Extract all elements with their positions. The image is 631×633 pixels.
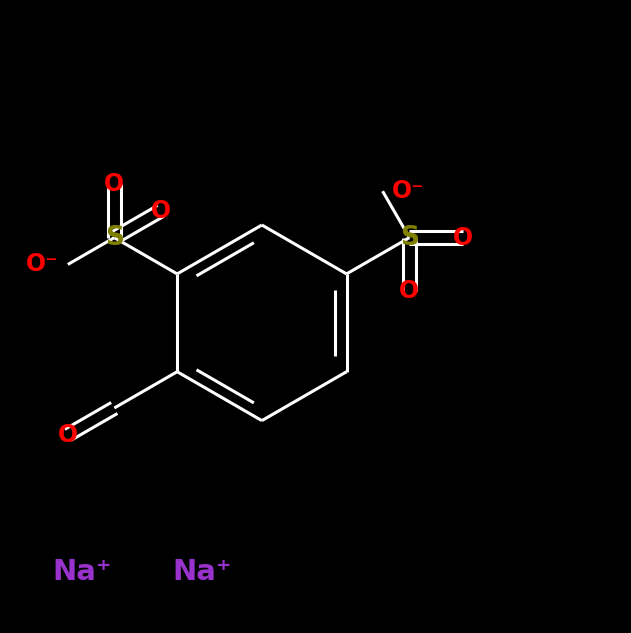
Text: S: S: [400, 225, 419, 251]
Text: Na⁺: Na⁺: [172, 558, 232, 586]
Text: O: O: [58, 423, 78, 447]
Text: O: O: [104, 172, 124, 196]
Text: O⁻: O⁻: [26, 253, 59, 277]
Text: O: O: [453, 225, 473, 249]
Text: O⁻: O⁻: [392, 179, 425, 203]
Text: S: S: [105, 225, 124, 251]
Text: O: O: [399, 279, 420, 303]
Text: Na⁺: Na⁺: [52, 558, 112, 586]
Text: O: O: [151, 199, 171, 223]
